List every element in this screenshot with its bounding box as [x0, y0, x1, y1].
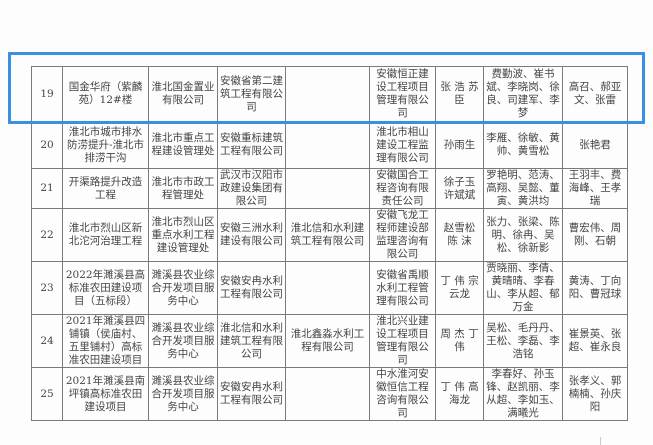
other-staff: 曹宏伟、周刚、石朝: [562, 208, 628, 262]
other-staff: 崔景英、张超、崔永良: [562, 314, 628, 368]
subcontractor: [285, 66, 370, 122]
project-name: 开渠路提升改造工程: [62, 168, 149, 209]
supervisor: 中水淮河安徽恒信工程咨询有限公司: [369, 367, 436, 421]
table-row: 21 开渠路提升改造工程 淮北市市政工程管理处 武汉市汉阳市政建设集团有限公司 …: [31, 168, 628, 209]
project-table: 19 国金华府（紫麟苑）12#楼 淮北国金置业有限公司 安徽省第二建筑工程有限公…: [31, 66, 628, 421]
project-name: 2021年濉溪县南坪镇高标准农田建设项目: [62, 367, 149, 421]
project-manager: 张 浩 苏 臣: [435, 66, 484, 122]
page-corner: [600, 437, 653, 445]
row-number: 22: [31, 208, 63, 262]
owner-unit: 淮北市烈山区重点水利工程建设管理处: [148, 208, 218, 262]
contractor: 淮北信和水利建筑工程有限公司: [217, 314, 286, 368]
other-staff: 王羽丰、费海峰、王孝瑞: [562, 168, 628, 209]
other-staff: 黄涛、丁向阳、曹冠球: [562, 261, 628, 315]
staff: 吴松、毛丹丹、王松、李磊、李浩铭: [483, 314, 563, 368]
staff: 罗艳明、范涛、高翔、吴懿、董寅、黄洪均: [483, 168, 563, 209]
subcontractor: 淮北信和水利建筑工程有限公司: [285, 208, 370, 262]
other-staff: 张孝义、郭楠楠、孙庆阳: [562, 367, 628, 421]
supervisor: 安徽恒正建设工程项目管理有限公司: [369, 66, 436, 122]
contractor: 安徽三洲水利建设有限公司: [217, 208, 286, 262]
project-manager: 丁 伟 高海龙: [435, 367, 484, 421]
staff: 费勤波、崔书斌、李晓岗、徐良、司建军、李梦: [483, 66, 563, 122]
owner-unit: 濉溪县农业综合开发项目服务中心: [148, 367, 218, 421]
project-manager: 丁 伟 宗云龙: [435, 261, 484, 315]
staff: 贾晓丽、李倩、黄晴晴、李春山、李从超、郁万金: [483, 261, 563, 315]
project-name: 淮北市烈山区新北沱河治理工程: [62, 208, 149, 262]
row-number: 19: [31, 66, 63, 122]
table-row: 25 2021年濉溪县南坪镇高标准农田建设项目 濉溪县农业综合开发项目服务中心 …: [31, 367, 628, 421]
owner-unit: 濉溪县农业综合开发项目服务中心: [148, 261, 218, 315]
supervisor: 安徽省禹顺水利工程管理有限公司: [369, 261, 436, 315]
project-name: 淮北市城市排水防涝提升-淮北市排涝干沟: [62, 121, 149, 169]
row-number: 24: [31, 314, 63, 368]
subcontractor: [285, 367, 370, 421]
owner-unit: 淮北市市政工程管理处: [148, 168, 218, 209]
project-name: 2022年濉溪县高标准农田建设项目（五标段）: [62, 261, 149, 315]
supervisor: 淮北市相山建设工程监理有限公司: [369, 121, 436, 169]
project-manager: 孙雨生: [435, 121, 484, 169]
staff: 张力、张梁、陈明、徐冉、吴松、徐新影: [483, 208, 563, 262]
contractor: 武汉市汉阳市政建设集团有限公司: [217, 168, 286, 209]
project-manager: 徐子玉 许斌斌: [435, 168, 484, 209]
owner-unit: 淮北国金置业有限公司: [148, 66, 218, 122]
row-number: 23: [31, 261, 63, 315]
subcontractor: [285, 121, 370, 169]
table-row: 19 国金华府（紫麟苑）12#楼 淮北国金置业有限公司 安徽省第二建筑工程有限公…: [31, 66, 628, 122]
supervisor: 安徽飞龙工程师建设部监理咨询有限公司: [369, 208, 436, 262]
contractor: 安徽安冉水利工程有限公司: [217, 367, 286, 421]
table-row: 22 淮北市烈山区新北沱河治理工程 淮北市烈山区重点水利工程建设管理处 安徽三洲…: [31, 208, 628, 262]
other-staff: 高召、郝亚文、张雷: [562, 66, 628, 122]
project-manager: 赵雪松 陈 沫: [435, 208, 484, 262]
project-manager: 周 杰 丁 伟: [435, 314, 484, 368]
project-name: 国金华府（紫麟苑）12#楼: [62, 66, 149, 122]
staff: 李春好、孙玉锋、赵凯丽、李从超、李如玉、满曦光: [483, 367, 563, 421]
contractor: 安徽省第二建筑工程有限公司: [217, 66, 286, 122]
contractor: 安徽重标建筑工程有限公司: [217, 121, 286, 169]
supervisor: 淮北兴业建设工程项目管理有限公司: [369, 314, 436, 368]
other-staff: 张艳君: [562, 121, 628, 169]
row-number: 25: [31, 367, 63, 421]
staff: 李雁、徐敏、黄帅、黄雪松: [483, 121, 563, 169]
table-row: 23 2022年濉溪县高标准农田建设项目（五标段） 濉溪县农业综合开发项目服务中…: [31, 261, 628, 315]
subcontractor: [285, 168, 370, 209]
contractor: 安徽安冉水利工程有限公司: [217, 261, 286, 315]
supervisor: 安徽国合工程咨询有限责任公司: [369, 168, 436, 209]
table-row: 24 2021年濉溪县四铺镇（侯庙村、五里铺村）高标准农田建设项目 濉溪县农业综…: [31, 314, 628, 368]
owner-unit: 濉溪县农业综合开发项目服务中心: [148, 314, 218, 368]
owner-unit: 淮北市重点工程建设管理处: [148, 121, 218, 169]
subcontractor: 淮北鑫淼水利工程有限公司: [285, 314, 370, 368]
row-number: 21: [31, 168, 63, 209]
table-row: 20 淮北市城市排水防涝提升-淮北市排涝干沟 淮北市重点工程建设管理处 安徽重标…: [31, 121, 628, 169]
project-name: 2021年濉溪县四铺镇（侯庙村、五里铺村）高标准农田建设项目: [62, 314, 149, 368]
row-number: 20: [31, 121, 63, 169]
subcontractor: [285, 261, 370, 315]
